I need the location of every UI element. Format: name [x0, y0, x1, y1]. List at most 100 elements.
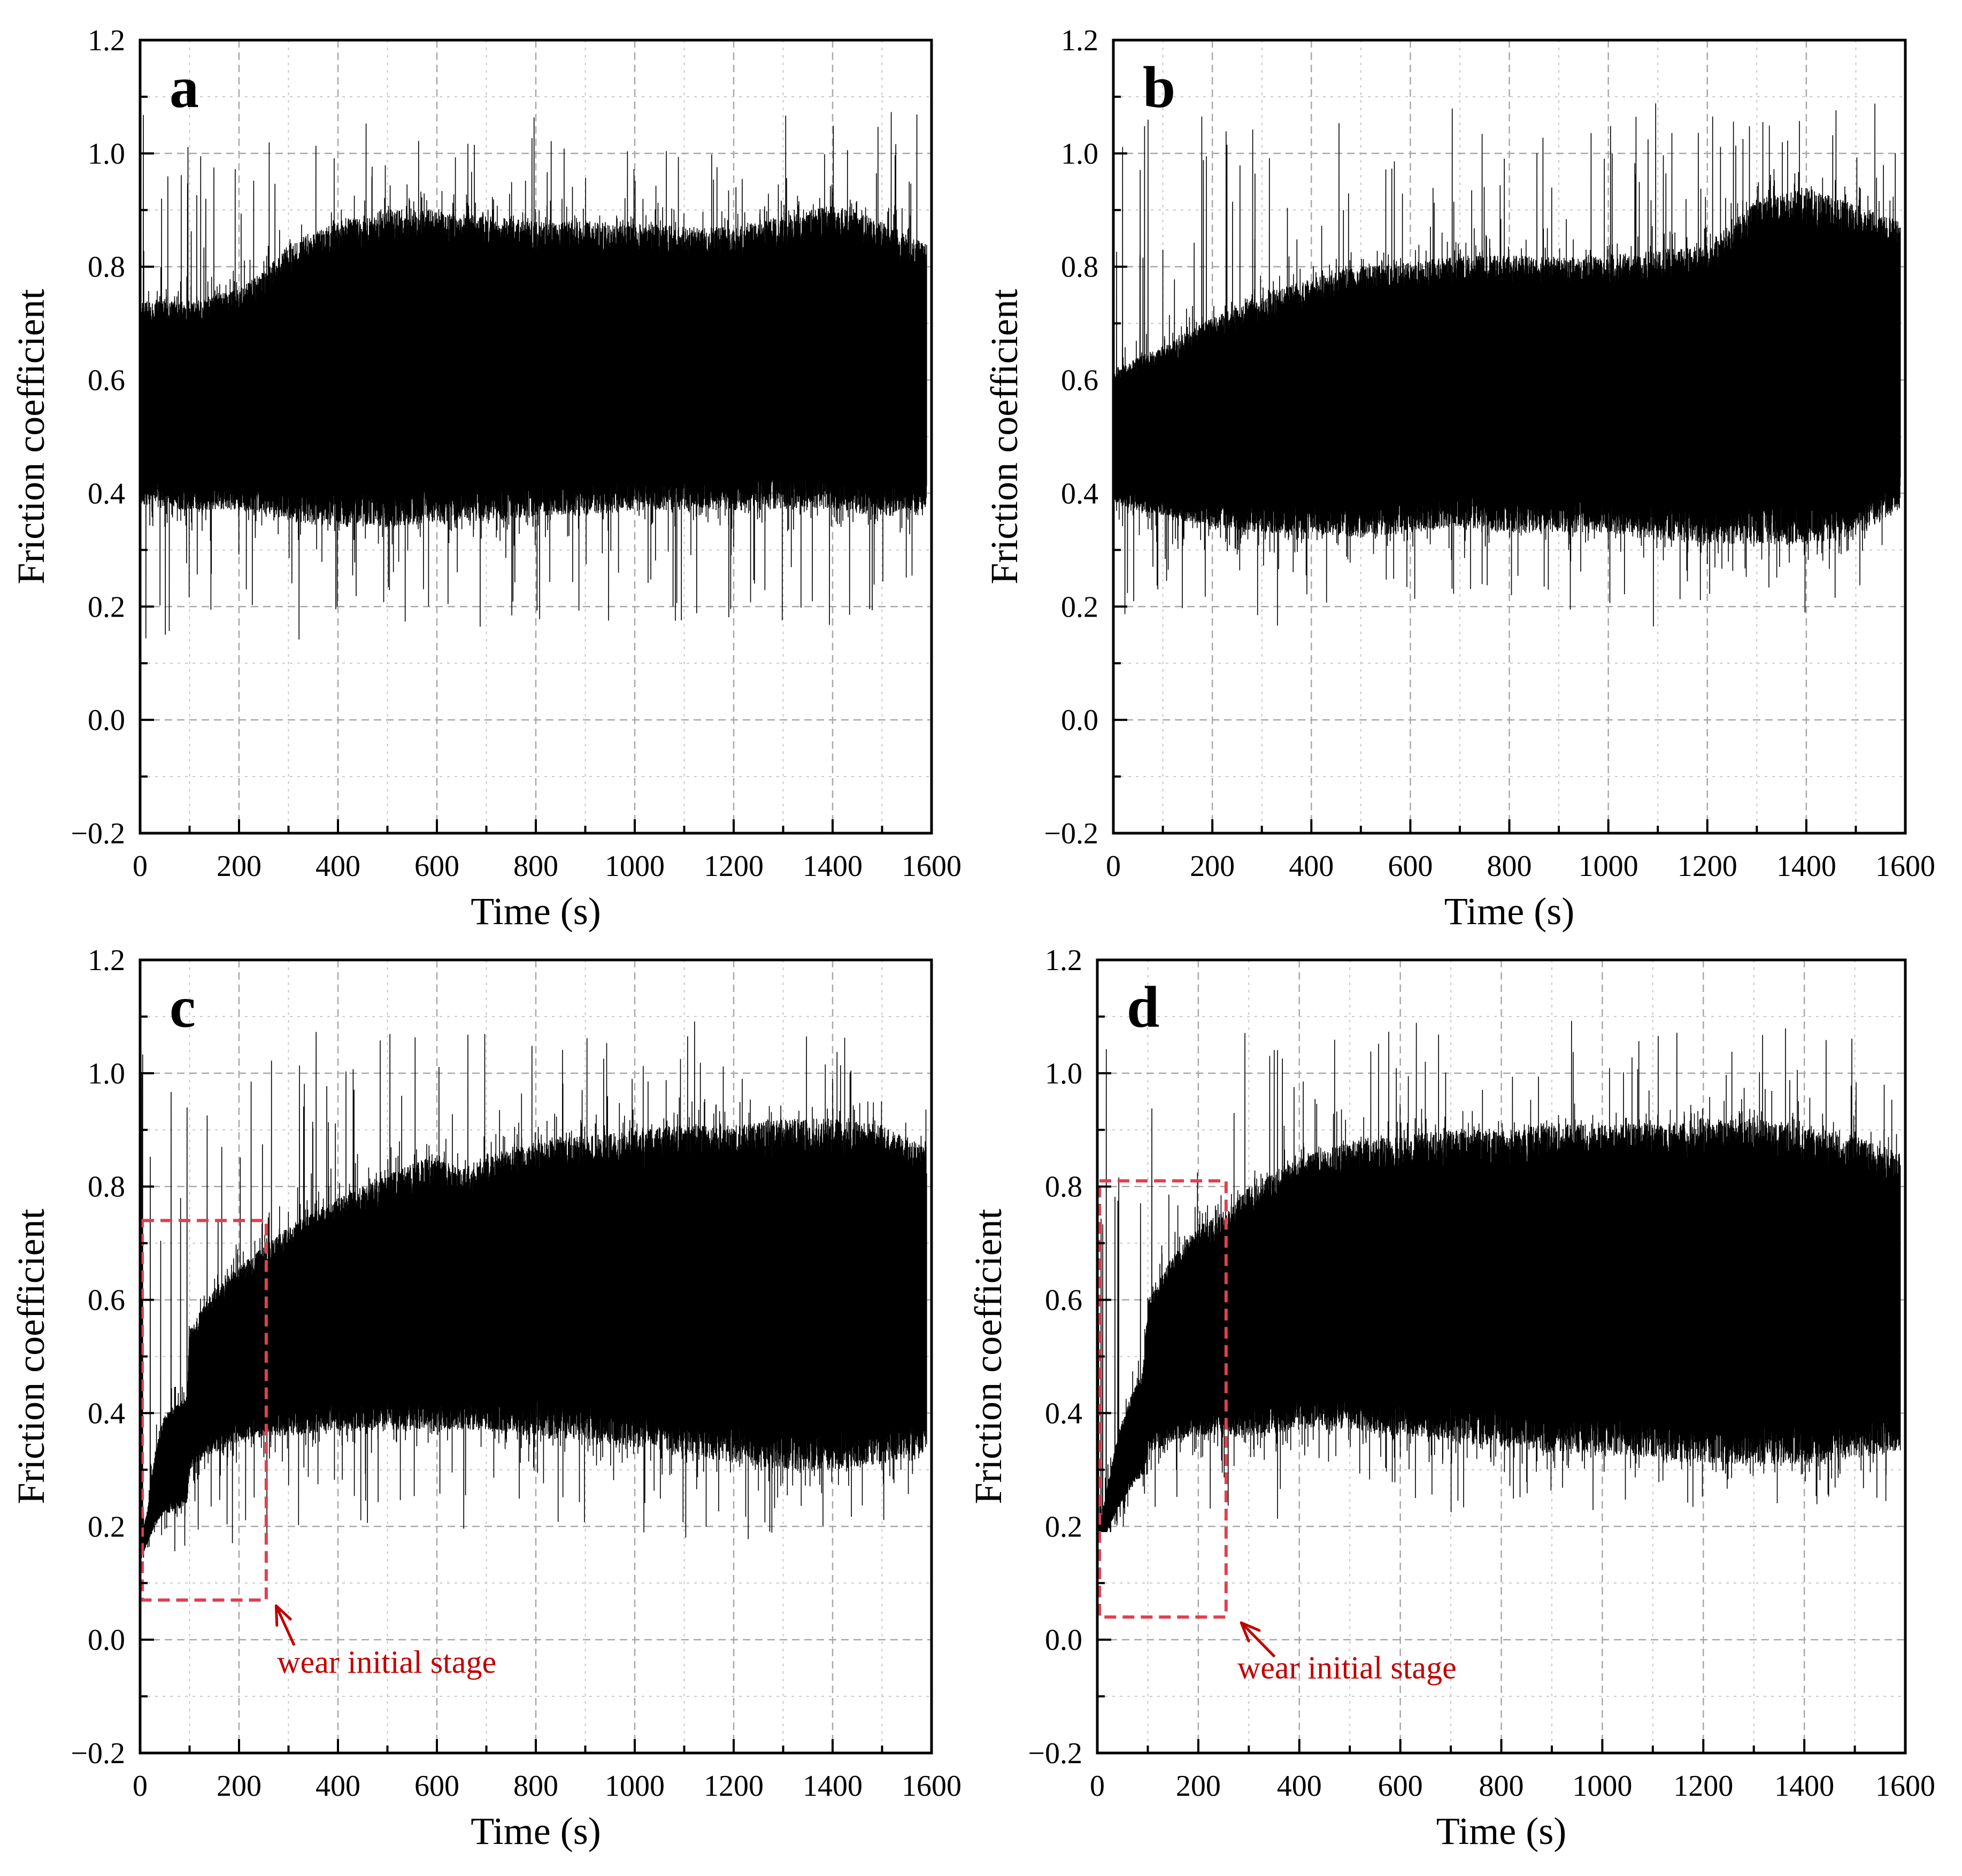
- x-axis-label: Time (s): [1444, 890, 1574, 933]
- y-tick-label: 0.4: [1061, 477, 1098, 510]
- y-tick-label: 1.0: [88, 1057, 125, 1090]
- x-tick-label: 1000: [1579, 850, 1638, 883]
- x-tick-label: 800: [1487, 850, 1532, 883]
- annotation-label: wear initial stage: [277, 1644, 496, 1680]
- annotation-arrow-shaft: [1240, 1621, 1276, 1658]
- x-tick-label: 1400: [803, 850, 863, 883]
- axes-ticks: 0 200 400 600 800 1000 1200 1400 1600 −0.2 0.0 0.2 0…: [1028, 944, 1935, 1803]
- x-tick-label: 200: [1190, 850, 1235, 883]
- x-tick-label: 800: [1479, 1770, 1524, 1803]
- friction-series-line: [1113, 103, 1901, 627]
- x-tick-label: 1200: [1673, 1770, 1733, 1803]
- y-tick-label: 0.4: [88, 477, 125, 510]
- y-tick-label: 0.6: [1061, 364, 1098, 397]
- x-tick-label: 800: [513, 1770, 558, 1803]
- panel-d: wear initial stage 0 200 400 600 800 1000 1200 1…: [967, 944, 1935, 1852]
- wear-initial-box: [141, 1219, 268, 1602]
- x-tick-label: 600: [1378, 1770, 1423, 1803]
- x-tick-label: 1400: [1776, 850, 1836, 883]
- x-tick-label: 0: [1106, 850, 1121, 883]
- y-tick-label: 0.2: [1045, 1510, 1082, 1543]
- y-tick-label: −0.2: [71, 1737, 125, 1770]
- panel-a: 0 200 400 600 800 1000 1200 1400 1600 −0.2 0.0 0.2 0…: [10, 24, 961, 933]
- annotation-arrow-head: [274, 1604, 292, 1627]
- y-axis-label: Friction coefficient: [10, 1209, 52, 1504]
- x-tick-label: 1600: [902, 1770, 961, 1803]
- x-tick-label: 1200: [704, 1770, 764, 1803]
- x-tick-label: 400: [1289, 850, 1334, 883]
- x-tick-label: 800: [513, 850, 558, 883]
- annotation-wear-initial-stage: wear initial stage: [141, 1219, 496, 1680]
- x-axis-label: Time (s): [471, 1810, 601, 1852]
- annotation-arrow-head: [1240, 1621, 1261, 1642]
- y-tick-label: 0.0: [88, 1624, 125, 1657]
- y-tick-label: 0.2: [88, 1510, 125, 1543]
- y-axis-label: Friction coefficient: [967, 1209, 1010, 1504]
- y-tick-label: 0.2: [88, 590, 125, 624]
- y-tick-label: 1.0: [88, 137, 125, 171]
- wear-initial-box: [1098, 1179, 1228, 1619]
- x-tick-label: 1200: [704, 850, 764, 883]
- x-tick-label: 1000: [605, 850, 665, 883]
- x-axis-label: Time (s): [471, 890, 601, 933]
- x-tick-label: 400: [1277, 1770, 1322, 1803]
- x-tick-label: 1000: [605, 1770, 665, 1803]
- y-tick-label: −0.2: [1028, 1737, 1082, 1770]
- panel-letter: d: [1127, 974, 1159, 1040]
- y-tick-label: 0.4: [1045, 1397, 1082, 1430]
- x-tick-label: 1600: [1875, 850, 1935, 883]
- y-tick-label: 0.0: [1061, 704, 1098, 737]
- y-tick-label: 0.0: [1045, 1624, 1082, 1657]
- panel-c: wear initial stage 0 200 400 600 800 1000 1200 1…: [10, 944, 961, 1852]
- friction-series-line: [140, 1021, 927, 1559]
- friction-series-line: [140, 112, 927, 640]
- annotation-wear-initial-stage: wear initial stage: [1098, 1179, 1457, 1686]
- y-axis-label: Friction coefficient: [983, 289, 1026, 584]
- y-tick-label: 0.8: [88, 251, 125, 284]
- x-tick-label: 1600: [1875, 1770, 1935, 1803]
- y-tick-label: 0.8: [1045, 1171, 1082, 1204]
- y-tick-label: −0.2: [1044, 817, 1098, 850]
- x-tick-label: 1000: [1572, 1770, 1632, 1803]
- friction-series-line: [1097, 1021, 1901, 1540]
- x-tick-label: 1400: [803, 1770, 863, 1803]
- x-tick-label: 0: [133, 1770, 148, 1803]
- axes-ticks: 0 200 400 600 800 1000 1200 1400 1600 −0.2 0.0 0.2 0…: [1044, 24, 1935, 883]
- panel-letter: b: [1143, 55, 1175, 120]
- y-tick-label: 0.8: [88, 1171, 125, 1204]
- x-tick-label: 400: [316, 850, 360, 883]
- panel-b: 0 200 400 600 800 1000 1200 1400 1600 −0.2 0.0 0.2 0…: [983, 24, 1935, 933]
- x-tick-label: 600: [414, 1770, 459, 1803]
- x-tick-label: 0: [133, 850, 148, 883]
- x-tick-label: 1400: [1774, 1770, 1834, 1803]
- y-tick-label: 1.2: [1045, 944, 1082, 977]
- y-tick-label: 0.6: [88, 364, 125, 397]
- y-tick-label: 1.2: [88, 944, 125, 977]
- annotation-label: wear initial stage: [1237, 1650, 1457, 1686]
- y-axis-label: Friction coefficient: [10, 289, 52, 584]
- x-tick-label: 0: [1090, 1770, 1105, 1803]
- y-tick-label: 0.8: [1061, 251, 1098, 284]
- y-tick-label: 1.0: [1061, 137, 1098, 171]
- x-axis-label: Time (s): [1436, 1810, 1566, 1852]
- x-tick-label: 600: [414, 850, 459, 883]
- x-tick-label: 400: [316, 1770, 360, 1803]
- y-tick-label: 1.2: [1061, 24, 1098, 57]
- y-tick-label: −0.2: [71, 817, 125, 850]
- y-tick-label: 1.2: [88, 24, 125, 57]
- x-tick-label: 200: [217, 850, 261, 883]
- x-tick-label: 600: [1388, 850, 1433, 883]
- x-tick-label: 1200: [1678, 850, 1737, 883]
- annotation-arrow-shaft: [275, 1605, 296, 1646]
- axes-ticks: 0 200 400 600 800 1000 1200 1400 1600 −0.2 0.0 0.2 0…: [71, 24, 961, 883]
- y-tick-label: 0.6: [1045, 1284, 1082, 1317]
- panel-letter: c: [170, 974, 196, 1040]
- y-tick-label: 0.2: [1061, 590, 1098, 624]
- y-tick-label: 0.0: [88, 704, 125, 737]
- y-tick-label: 1.0: [1045, 1057, 1082, 1090]
- panel-letter: a: [170, 55, 199, 120]
- x-tick-label: 200: [1176, 1770, 1221, 1803]
- y-tick-label: 0.6: [88, 1284, 125, 1317]
- x-tick-label: 200: [217, 1770, 261, 1803]
